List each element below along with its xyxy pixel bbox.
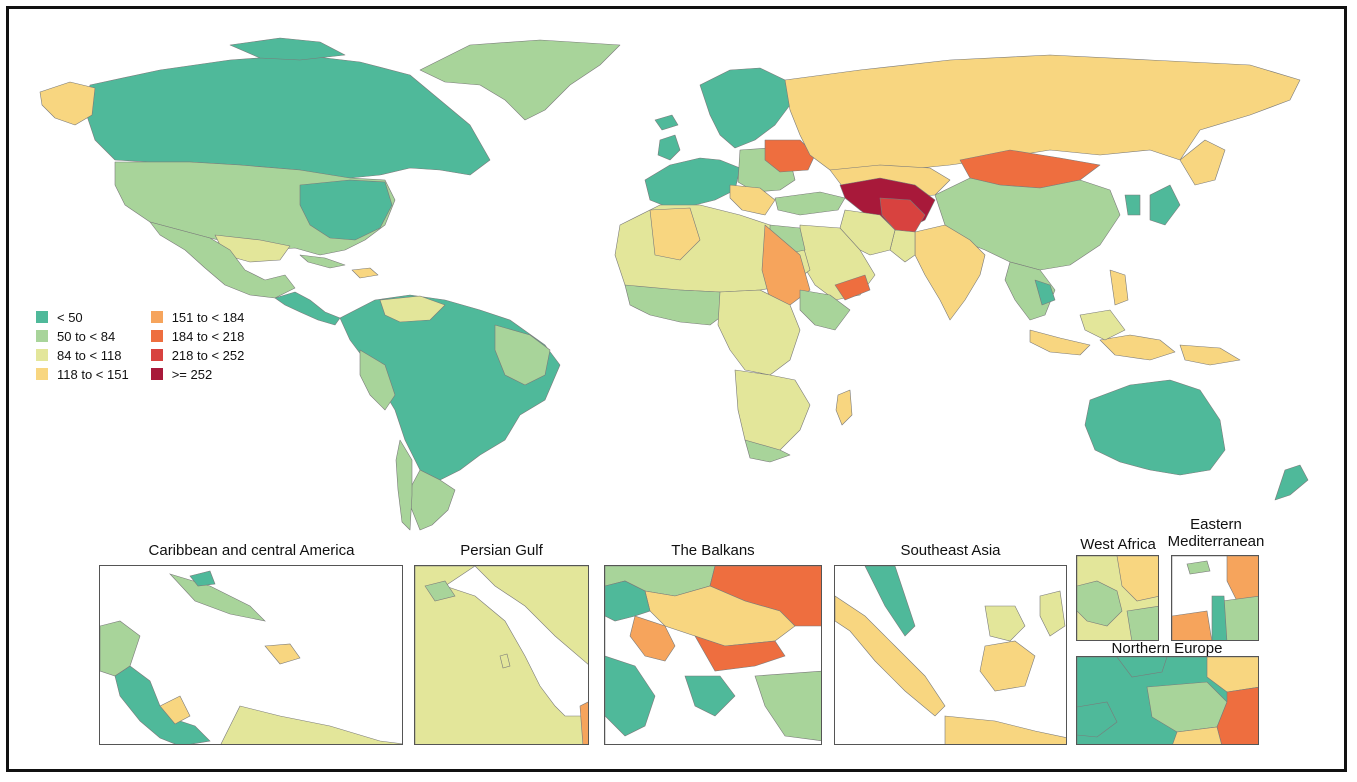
legend-item: < 50 — [36, 308, 129, 326]
inset-persian-gulf — [414, 565, 589, 745]
region-india — [914, 224, 986, 321]
region-mexico — [149, 221, 296, 299]
legend-swatch — [36, 349, 48, 361]
region-japan — [1149, 184, 1181, 226]
legend-swatch — [36, 330, 48, 342]
inset-southeast-asia — [834, 565, 1067, 745]
legend-swatch — [150, 368, 163, 380]
region-new-zealand — [1274, 464, 1309, 501]
legend-swatch — [150, 311, 163, 323]
region-hispaniola — [351, 267, 379, 279]
legend-label: < 50 — [57, 309, 83, 325]
inset-balkans — [604, 565, 822, 745]
region-usa-east — [299, 179, 393, 241]
region-madagascar — [835, 389, 853, 426]
legend-item: 50 to < 84 — [36, 327, 129, 345]
region-horn — [799, 289, 851, 331]
region-yemen — [834, 274, 871, 301]
region-alaska — [39, 81, 96, 126]
legend-item: 218 to < 252 — [150, 346, 245, 364]
legend-label: 84 to < 118 — [57, 347, 122, 363]
region-peru — [359, 349, 396, 411]
region-png — [1179, 344, 1241, 366]
region-indonesia-2 — [1099, 334, 1176, 361]
region-arctic-islands — [229, 37, 346, 61]
region-ukraine — [764, 139, 816, 173]
region-west-africa — [624, 284, 731, 326]
inset-title-eastern-med: Eastern Mediterranean — [1167, 516, 1265, 550]
region-greenland — [419, 39, 621, 121]
region-brazil-east — [494, 324, 551, 386]
region-algeria — [649, 207, 701, 261]
region-balkans — [729, 184, 776, 216]
region-thailand — [1034, 279, 1056, 306]
inset-title-balkans: The Balkans — [671, 542, 755, 559]
region-cuba — [299, 254, 346, 269]
inset-title-caribbean: Caribbean and central America — [148, 542, 355, 559]
legend-label: 151 to < 184 — [171, 309, 245, 325]
legend-item: >= 252 — [150, 365, 245, 383]
legend-label: 218 to < 252 — [171, 347, 245, 363]
region-korea — [1124, 194, 1141, 216]
legend: < 50 151 to < 184 50 to < 84 184 to < 21… — [36, 308, 244, 383]
region-western-europe — [644, 157, 741, 209]
legend-swatch — [36, 311, 48, 323]
legend-item: 151 to < 184 — [150, 308, 245, 326]
inset-caribbean — [99, 565, 403, 745]
region-chile — [395, 439, 413, 531]
inset-title-west-africa: West Africa — [1080, 536, 1156, 553]
region-canada — [84, 54, 491, 179]
inset-title-persian-gulf: Persian Gulf — [460, 542, 543, 559]
region-venezuela — [379, 295, 446, 323]
region-scandinavia — [699, 67, 791, 149]
inset-northern-europe — [1076, 656, 1259, 745]
region-uk — [657, 134, 681, 161]
legend-label: >= 252 — [171, 366, 213, 382]
region-turkey — [774, 191, 846, 216]
region-south-africa — [744, 439, 791, 463]
region-central-america — [274, 291, 341, 326]
region-philippines — [1109, 269, 1129, 306]
region-southern-africa — [734, 369, 811, 456]
legend-item: 118 to < 151 — [36, 365, 129, 383]
inset-title-northern-europe: Northern Europe — [1111, 640, 1223, 657]
inset-eastern-med — [1171, 555, 1259, 641]
legend-swatch — [150, 349, 163, 361]
legend-swatch — [36, 368, 48, 380]
region-argentina — [409, 469, 456, 531]
legend-label: 118 to < 151 — [57, 366, 129, 382]
region-russia-far-east — [1179, 139, 1226, 186]
region-australia — [1084, 379, 1226, 476]
region-russia — [784, 54, 1301, 176]
region-central-africa — [717, 289, 801, 376]
region-indochina — [1004, 261, 1056, 321]
inset-title-southeast-asia: Southeast Asia — [900, 542, 1001, 559]
region-indonesia-1 — [1029, 329, 1091, 356]
legend-item: 84 to < 118 — [36, 346, 129, 364]
legend-label: 50 to < 84 — [57, 328, 116, 344]
inset-west-africa — [1076, 555, 1159, 641]
region-iceland — [654, 114, 679, 131]
legend-swatch — [150, 330, 163, 342]
region-borneo — [1079, 309, 1126, 341]
legend-label: 184 to < 218 — [171, 328, 245, 344]
legend-item: 184 to < 218 — [150, 327, 245, 345]
